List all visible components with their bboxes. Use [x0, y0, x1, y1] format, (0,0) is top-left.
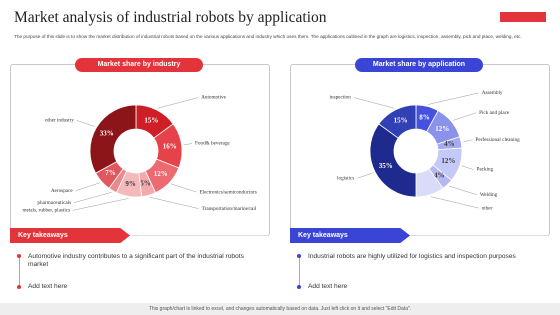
value-label: 12% — [435, 125, 449, 133]
category-label: Perfessional cleaning — [475, 136, 520, 143]
value-label: 35% — [379, 162, 393, 170]
category-label: metals, rubber, plastics — [22, 207, 70, 213]
category-label: Electronics/semiconductors — [199, 189, 256, 195]
chart-title: Market share by application — [355, 58, 483, 72]
leader-line — [463, 139, 473, 143]
connector — [299, 255, 300, 288]
category-label: pharmaceuticals — [37, 200, 71, 206]
value-label: 12% — [154, 170, 168, 178]
leader-line — [170, 183, 197, 193]
bullet — [297, 254, 301, 258]
takeaway-heading: Key takeaways — [290, 228, 410, 243]
bullet — [17, 254, 21, 258]
value-label: 5% — [140, 179, 151, 187]
description: The purpose of this slide is to show the… — [14, 34, 522, 39]
donut-chart: 8% Assembly 12% Pick and place 4% Perfessiona… — [330, 90, 521, 211]
category-label: Packing — [476, 167, 493, 173]
category-label: logistics — [337, 175, 354, 181]
chart-title: Market share by industry — [75, 58, 203, 72]
category-label: Assembly — [482, 90, 503, 96]
bullet — [297, 285, 301, 289]
divider — [130, 235, 268, 236]
donut-segment — [89, 104, 137, 174]
value-label: 8% — [419, 114, 430, 122]
leader-line — [461, 165, 474, 170]
category-label: inspection — [330, 95, 352, 101]
value-label: 15% — [394, 116, 408, 124]
category-label: Transportation/marine/rail — [202, 206, 257, 212]
bullet — [17, 285, 21, 289]
takeaway-text: Add text here — [28, 283, 68, 290]
leader-line — [353, 97, 395, 109]
donut-segment — [369, 123, 417, 198]
leader-line — [157, 97, 199, 109]
panel: 8% Assembly 12% Pick and place 4% Perfessiona… — [290, 64, 550, 236]
panel: 15% Automotive 16% Food& beverage 12% Electro… — [10, 64, 270, 236]
donut-segment — [378, 104, 417, 139]
leader-line — [183, 143, 193, 146]
value-label: 16% — [163, 142, 177, 150]
category-label: Food& beverage — [195, 141, 230, 147]
category-label: Automotive — [201, 95, 226, 101]
leader-line — [75, 182, 101, 191]
category-label: Welding — [480, 192, 498, 198]
divider — [410, 235, 548, 236]
category-label: Aerospace — [51, 188, 74, 194]
value-label: 7% — [105, 169, 116, 177]
value-label: 9% — [125, 180, 136, 188]
takeaway-heading: Key takeaways — [10, 228, 130, 243]
leader-line — [448, 185, 477, 195]
leader-line — [74, 192, 112, 203]
value-label: 33% — [100, 129, 114, 137]
value-label: 15% — [144, 116, 158, 124]
takeaway-text: Add text here — [308, 283, 348, 290]
leader-line — [452, 112, 477, 121]
footer-bar — [0, 303, 560, 315]
leader-line — [73, 198, 129, 211]
value-label: 12% — [441, 157, 455, 165]
leader-line — [76, 120, 95, 127]
accent-block — [500, 12, 546, 22]
takeaway-text: Automotive industry contributes to a sig… — [28, 253, 244, 268]
donut-chart: 15% Automotive 16% Food& beverage 12% Electro… — [22, 95, 257, 214]
category-label: other industry — [45, 118, 74, 124]
slide-title: Market analysis of industrial robots by … — [14, 9, 327, 26]
category-label: Pick and place — [479, 110, 510, 116]
value-label: 4% — [444, 140, 455, 148]
footer: This graph/chart is linked to excel, and… — [148, 306, 412, 312]
leader-line — [427, 92, 479, 105]
connector — [19, 255, 20, 288]
leader-line — [357, 172, 374, 179]
value-label: 4% — [434, 171, 445, 179]
takeaway-text: Industrial robots are highly utilized fo… — [308, 253, 516, 260]
leader-line — [149, 196, 199, 209]
leader-line — [430, 196, 479, 209]
category-label: other — [482, 205, 493, 211]
